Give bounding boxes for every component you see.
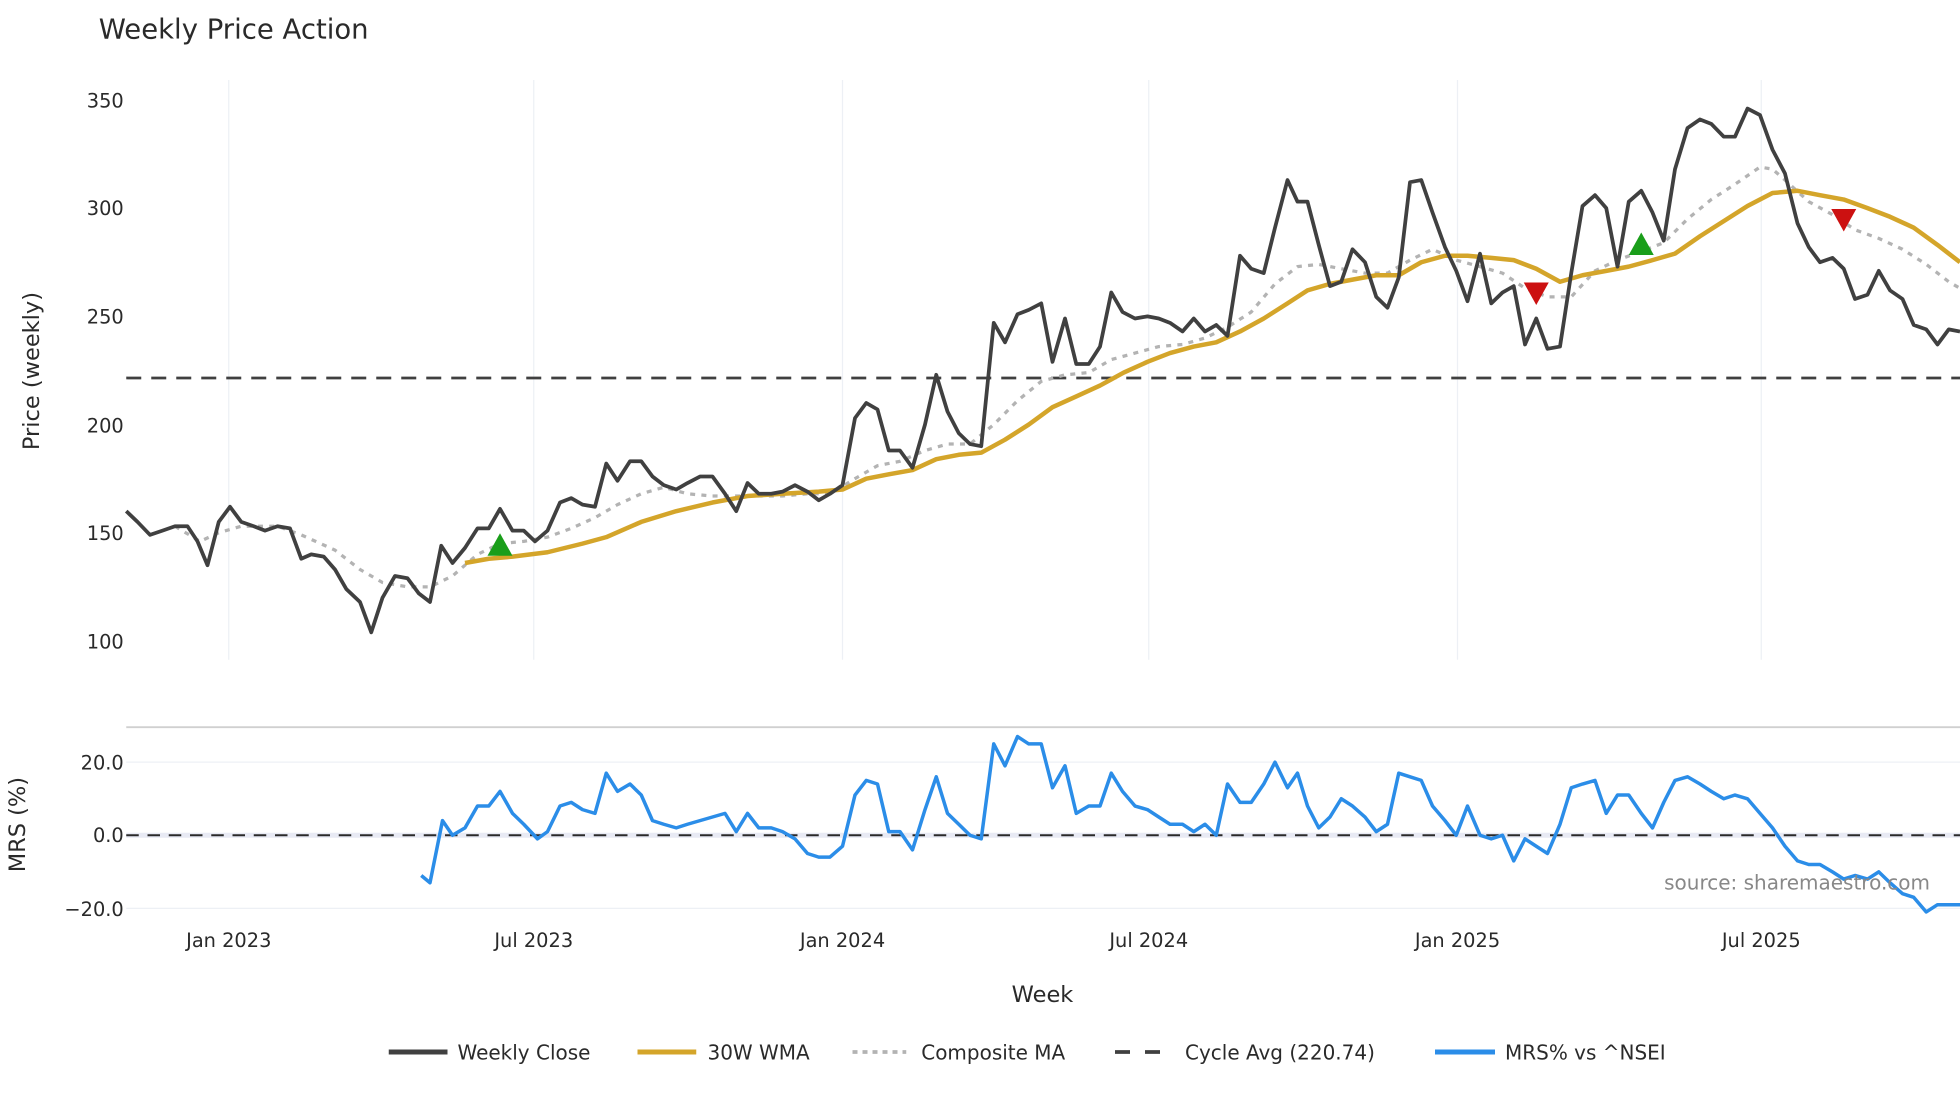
legend-item-weekly-close[interactable]: Weekly Close <box>388 1041 591 1065</box>
signal-markers <box>487 208 1857 556</box>
price-y-axis-label: Price (weekly) <box>19 292 45 450</box>
wma-30w-line <box>464 188 1960 566</box>
legend-item-cycle-avg[interactable]: Cycle Avg (220.74) <box>1115 1041 1375 1065</box>
legend-label: MRS% vs ^NSEI <box>1505 1041 1666 1065</box>
x-tick: Jan 2023 <box>185 929 271 952</box>
legend-label: Cycle Avg (220.74) <box>1185 1041 1375 1065</box>
price-series-group <box>124 106 1960 635</box>
price-tick: 200 <box>87 414 124 437</box>
x-tick: Jan 2024 <box>799 929 885 952</box>
legend-label: Weekly Close <box>458 1041 591 1065</box>
mrs-tick: 0.0 <box>93 824 124 847</box>
source-watermark: source: sharemaestro.com <box>1664 871 1930 895</box>
buy-signal-up-triangle-icon <box>1628 232 1654 255</box>
x-axis-label: Week <box>1012 982 1074 1008</box>
chart-title: Weekly Price Action <box>99 14 369 46</box>
mrs-tick: 20.0 <box>81 752 124 775</box>
x-ticks: Jan 2023 Jul 2023 Jan 2024 Jul 2024 Jan … <box>185 929 1801 952</box>
mrs-grid <box>126 761 1960 909</box>
legend-item-mrs[interactable]: MRS% vs ^NSEI <box>1435 1041 1666 1065</box>
price-tick: 250 <box>87 306 124 329</box>
legend-item-composite-ma[interactable]: Composite MA <box>852 1041 1066 1065</box>
x-tick: Jul 2024 <box>1108 929 1188 952</box>
mrs-tick: −20.0 <box>64 898 123 921</box>
mrs-y-axis-label: MRS (%) <box>5 777 31 872</box>
price-tick: 150 <box>87 522 124 545</box>
sell-signal-down-triangle-icon <box>1523 282 1549 306</box>
price-tick: 300 <box>87 197 124 220</box>
price-y-ticks: 350 300 250 200 150 100 <box>87 89 124 653</box>
legend-item-30w-wma[interactable]: 30W WMA <box>637 1041 811 1065</box>
legend-label: 30W WMA <box>708 1041 811 1065</box>
price-tick: 350 <box>87 89 124 112</box>
sell-signal-down-triangle-icon <box>1831 208 1857 232</box>
legend: Weekly Close 30W WMA Composite MA Cycle … <box>388 1041 1666 1065</box>
price-grid <box>228 79 1762 660</box>
composite-ma-line <box>174 165 1960 589</box>
buy-signal-up-triangle-icon <box>487 533 513 556</box>
mrs-series-group <box>420 734 1960 914</box>
mrs-line <box>420 734 1960 914</box>
x-tick: Jan 2025 <box>1414 929 1500 952</box>
weekly-close-line <box>124 106 1960 635</box>
mrs-y-ticks: 20.0 0.0 −20.0 <box>64 752 123 921</box>
legend-label: Composite MA <box>921 1041 1065 1065</box>
price-tick: 100 <box>87 630 124 653</box>
x-tick: Jul 2025 <box>1721 929 1801 952</box>
x-tick: Jul 2023 <box>493 929 573 952</box>
